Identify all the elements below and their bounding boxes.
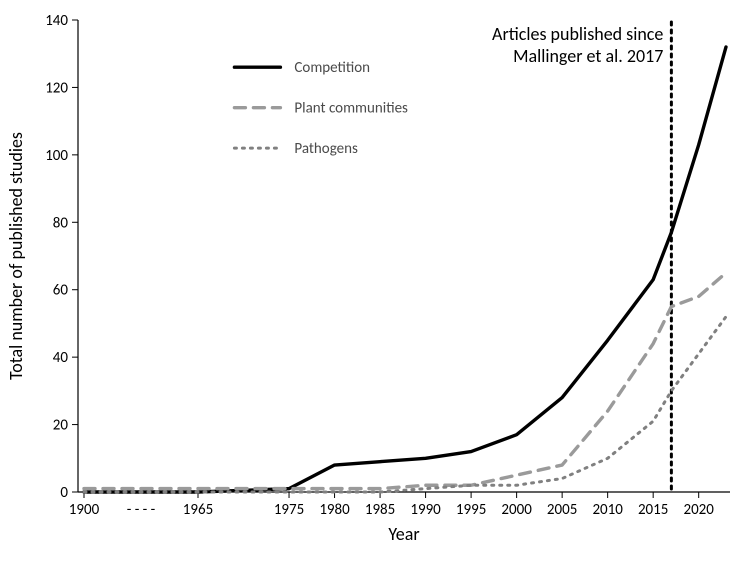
annotation-text-1: Articles published since bbox=[492, 23, 663, 45]
y-tick-label: 100 bbox=[45, 147, 68, 165]
x-tick-label: 2020 bbox=[683, 501, 714, 519]
y-axis-title: Total number of published studies bbox=[5, 132, 27, 380]
x-tick-label: 1975 bbox=[274, 501, 304, 519]
y-tick-label: 120 bbox=[45, 79, 68, 97]
chart-svg: 0 20 40 60 80 100 120 140 1900 1965 1975 1980 1985 19… bbox=[0, 0, 750, 560]
x-axis-title: Year bbox=[388, 523, 419, 545]
series-pathogens bbox=[84, 317, 726, 492]
annotation-text-2: Mallinger et al. 2017 bbox=[513, 45, 663, 67]
x-tick-label: 2005 bbox=[547, 501, 577, 519]
line-chart: 0 20 40 60 80 100 120 140 1900 1965 1975 1980 1985 19… bbox=[0, 0, 750, 560]
x-tick-label: 1900 bbox=[69, 501, 100, 519]
x-tick-label: 1990 bbox=[410, 501, 441, 519]
x-tick-label: 1995 bbox=[456, 501, 486, 519]
legend-label: Pathogens bbox=[294, 140, 358, 158]
x-tick-label: 2010 bbox=[592, 501, 623, 519]
y-tick-label: 40 bbox=[53, 349, 69, 367]
x-axis-break: - - - - bbox=[127, 501, 156, 519]
y-tick-label: 60 bbox=[53, 282, 69, 300]
x-tick-label: 2015 bbox=[638, 501, 668, 519]
x-tick-label: 2000 bbox=[501, 501, 532, 519]
legend-label: Plant communities bbox=[294, 100, 408, 118]
legend-label: Competition bbox=[294, 59, 370, 77]
series-plant-communities bbox=[84, 273, 726, 489]
x-tick-label: 1985 bbox=[365, 501, 395, 519]
y-tick-label: 140 bbox=[45, 12, 68, 30]
x-tick-label: 1965 bbox=[183, 501, 213, 519]
y-tick-label: 0 bbox=[60, 484, 68, 502]
x-tick-label: 1980 bbox=[319, 501, 350, 519]
y-tick-label: 20 bbox=[53, 417, 69, 435]
y-tick-label: 80 bbox=[53, 214, 69, 232]
